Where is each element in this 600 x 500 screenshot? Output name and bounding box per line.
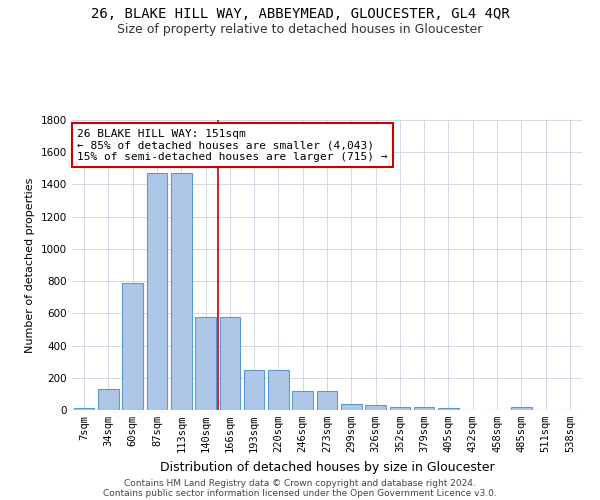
- Bar: [365, 405, 386, 410]
- Bar: [317, 392, 337, 410]
- Bar: [122, 282, 143, 410]
- Bar: [268, 370, 289, 410]
- Text: Contains public sector information licensed under the Open Government Licence v3: Contains public sector information licen…: [103, 488, 497, 498]
- Bar: [220, 316, 240, 410]
- Bar: [146, 173, 167, 410]
- Bar: [171, 173, 191, 410]
- Bar: [74, 408, 94, 410]
- Bar: [98, 389, 119, 410]
- X-axis label: Distribution of detached houses by size in Gloucester: Distribution of detached houses by size …: [160, 460, 494, 473]
- Bar: [389, 407, 410, 410]
- Bar: [292, 392, 313, 410]
- Text: 26, BLAKE HILL WAY, ABBEYMEAD, GLOUCESTER, GL4 4QR: 26, BLAKE HILL WAY, ABBEYMEAD, GLOUCESTE…: [91, 8, 509, 22]
- Bar: [438, 408, 459, 410]
- Bar: [414, 407, 434, 410]
- Text: Contains HM Land Registry data © Crown copyright and database right 2024.: Contains HM Land Registry data © Crown c…: [124, 478, 476, 488]
- Bar: [511, 407, 532, 410]
- Bar: [195, 316, 216, 410]
- Bar: [341, 404, 362, 410]
- Y-axis label: Number of detached properties: Number of detached properties: [25, 178, 35, 352]
- Text: 26 BLAKE HILL WAY: 151sqm
← 85% of detached houses are smaller (4,043)
15% of se: 26 BLAKE HILL WAY: 151sqm ← 85% of detac…: [77, 128, 388, 162]
- Bar: [244, 370, 265, 410]
- Text: Size of property relative to detached houses in Gloucester: Size of property relative to detached ho…: [118, 22, 482, 36]
